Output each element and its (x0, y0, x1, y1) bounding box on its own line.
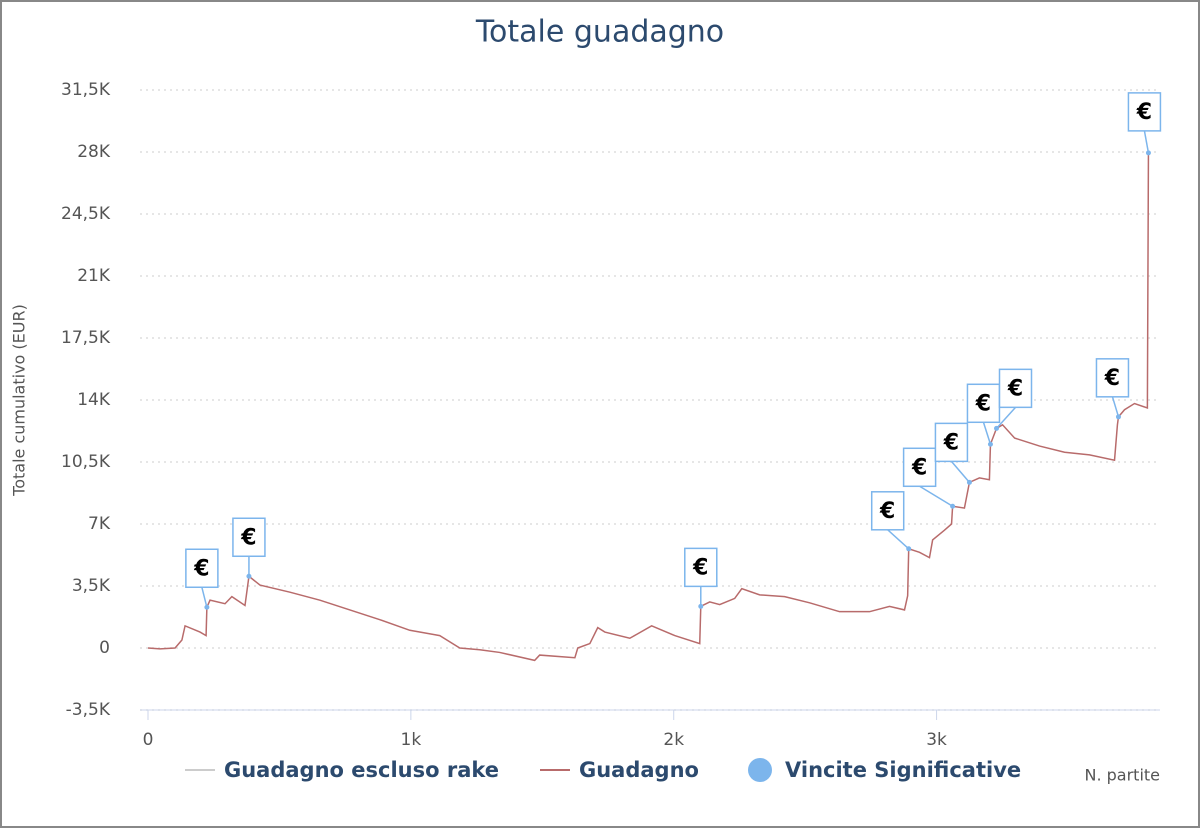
annotation-label: € (692, 555, 708, 580)
y-tick-label: 10,5K (61, 452, 111, 472)
annotation-label: € (193, 556, 209, 581)
point (1115, 414, 1121, 420)
annotation-connector (950, 460, 970, 483)
legend-label: Guadagno escluso rake (224, 758, 499, 782)
x-tick-label: 3k (926, 730, 947, 750)
x-axis-title: N. partite (1084, 766, 1160, 785)
annotation-box (185, 548, 219, 589)
y-tick-label: 31,5K (61, 80, 111, 100)
y-tick-label: 24,5K (61, 204, 111, 224)
annotation-box (1095, 358, 1130, 398)
point (950, 503, 956, 509)
y-tick-label: 0 (99, 638, 110, 658)
annotation-label: € (1136, 100, 1152, 125)
annotation-box (998, 368, 1033, 409)
annotation-box (934, 422, 969, 463)
point (966, 479, 972, 485)
annotation-label: € (943, 430, 959, 455)
annotation-box (684, 547, 718, 588)
x-tick-label: 2k (663, 730, 684, 750)
annotation-label: € (911, 455, 927, 480)
y-tick-label: -3,5K (66, 700, 111, 720)
annotation-box (902, 447, 937, 488)
point (906, 546, 912, 552)
annotation-connector (1143, 130, 1150, 154)
y-tick-label: 28K (77, 142, 111, 162)
point (994, 425, 1000, 431)
y-axis-title: Totale cumulativo (EUR) (10, 304, 29, 497)
x-tick-label: 0 (143, 730, 154, 750)
annotation-connector (887, 529, 910, 550)
legend-label: Vincite Significative (785, 758, 1021, 782)
point (204, 604, 210, 610)
annotation-box (1127, 92, 1162, 132)
y-tick-label: 17,5K (61, 328, 111, 348)
legend-item[interactable]: Guadagno escluso rake (185, 758, 499, 782)
annotation-connector (1111, 396, 1120, 418)
y-tick-label: 7K (88, 514, 111, 534)
y-tick-label: 14K (77, 390, 111, 410)
y-tick-label: 3,5K (72, 576, 111, 596)
annotation-label: € (879, 499, 895, 524)
annotation-box (870, 491, 905, 531)
annotation-box (232, 517, 266, 558)
point (246, 573, 252, 579)
legend-symbol (748, 758, 772, 782)
annotation-label: € (240, 525, 256, 550)
legend-item[interactable]: Guadagno (540, 758, 699, 782)
annotation-label: € (1104, 366, 1120, 391)
annotation-label: € (975, 391, 991, 416)
annotation-connector (995, 406, 1017, 429)
annotation-connector (201, 587, 208, 608)
point (1145, 150, 1151, 156)
legend-label: Guadagno (579, 758, 699, 782)
annotation-box (966, 383, 1001, 424)
annotation-label: € (1007, 376, 1023, 401)
legend-item[interactable]: Vincite Significative (748, 758, 1021, 782)
annotation-connector (982, 422, 992, 445)
point (987, 441, 993, 447)
y-tick-label: 21K (77, 266, 111, 286)
annotation-connector (919, 485, 953, 507)
point (698, 603, 704, 609)
x-tick-label: 1k (401, 730, 422, 750)
chart-title: Totale guadagno (475, 15, 724, 50)
